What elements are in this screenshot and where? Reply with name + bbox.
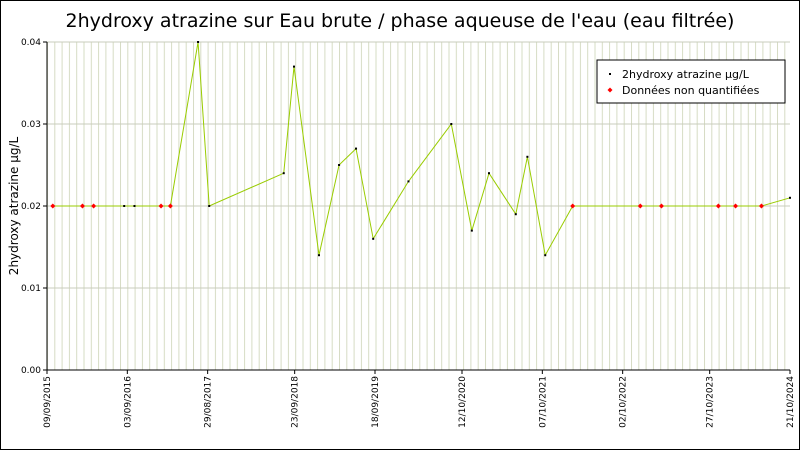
x-tick-label: 03/09/2016 bbox=[123, 376, 133, 428]
x-tick-label: 21/10/2024 bbox=[786, 376, 796, 428]
data-point bbox=[133, 205, 136, 207]
legend: 2hydroxy atrazine µg/L Données non quanti… bbox=[596, 59, 786, 104]
y-tick-label: 0.01 bbox=[21, 284, 41, 294]
data-point bbox=[372, 237, 375, 240]
data-point bbox=[91, 203, 97, 209]
x-tick-label: 09/09/2015 bbox=[43, 376, 53, 428]
data-point bbox=[544, 254, 547, 257]
data-point bbox=[658, 203, 664, 209]
y-axis-label: 2hydroxy atrazine µg/L bbox=[7, 137, 21, 276]
y-tick-label: 0.04 bbox=[21, 38, 41, 48]
data-point bbox=[123, 205, 126, 207]
data-point bbox=[167, 203, 173, 209]
x-tick-label: 23/09/2018 bbox=[291, 376, 301, 428]
legend-marker bbox=[609, 73, 611, 75]
data-point bbox=[407, 180, 410, 183]
chart-title: 2hydroxy atrazine sur Eau brute / phase … bbox=[66, 10, 735, 32]
data-point bbox=[758, 203, 764, 209]
data-point bbox=[50, 203, 56, 209]
data-point bbox=[637, 203, 643, 209]
x-tick-label: 12/10/2020 bbox=[458, 376, 468, 428]
x-tick-label: 29/08/2017 bbox=[204, 376, 214, 428]
legend-box bbox=[596, 59, 786, 104]
data-point bbox=[79, 203, 85, 209]
data-point bbox=[282, 172, 285, 175]
data-point bbox=[570, 203, 576, 209]
data-point bbox=[514, 213, 517, 216]
y-tick-label: 0.00 bbox=[21, 366, 41, 376]
x-tick-label: 07/10/2021 bbox=[538, 376, 548, 428]
x-tick-label: 18/09/2019 bbox=[371, 376, 381, 428]
data-point bbox=[338, 164, 341, 166]
data-point bbox=[733, 203, 739, 209]
data-point bbox=[526, 155, 529, 158]
data-point bbox=[292, 65, 295, 68]
data-point bbox=[355, 147, 358, 150]
data-point bbox=[317, 254, 320, 257]
y-tick-label: 0.03 bbox=[21, 120, 41, 130]
x-tick-label: 27/10/2023 bbox=[706, 376, 716, 428]
data-point bbox=[488, 172, 491, 175]
legend-label: 2hydroxy atrazine µg/L bbox=[622, 68, 750, 81]
data-point bbox=[197, 41, 200, 43]
data-point bbox=[715, 203, 721, 209]
data-point bbox=[158, 203, 164, 209]
data-point bbox=[470, 229, 473, 232]
legend-marker bbox=[607, 87, 613, 93]
data-point bbox=[208, 205, 211, 207]
x-tick-label: 02/10/2022 bbox=[619, 376, 629, 428]
y-tick-label: 0.02 bbox=[21, 202, 41, 212]
data-point bbox=[789, 196, 791, 199]
legend-label: Données non quantifiées bbox=[622, 84, 760, 97]
data-point bbox=[450, 123, 453, 125]
